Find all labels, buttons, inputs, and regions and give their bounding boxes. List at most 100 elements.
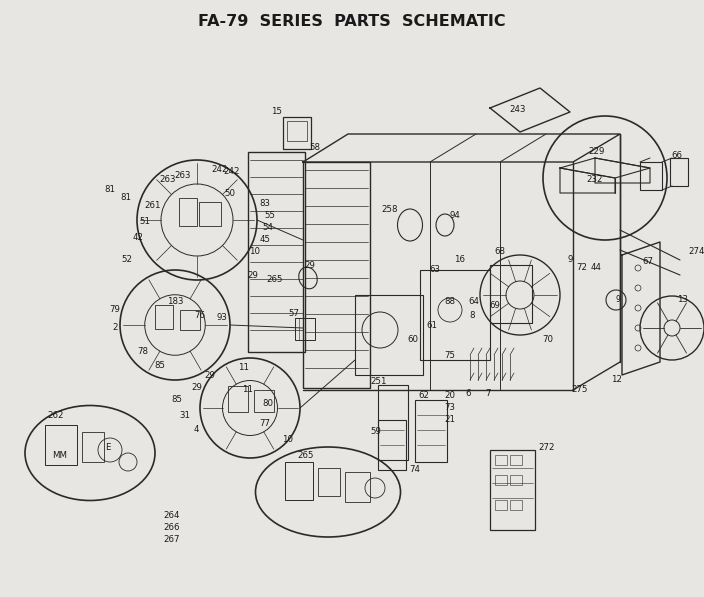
Text: 68: 68: [494, 248, 505, 257]
Text: 251: 251: [370, 377, 386, 386]
Text: 261: 261: [145, 201, 161, 210]
Text: 267: 267: [164, 536, 180, 544]
Text: 20: 20: [444, 390, 455, 399]
Text: 60: 60: [408, 336, 418, 344]
Text: 9: 9: [567, 256, 572, 264]
Bar: [670, 158, 688, 186]
Text: 263: 263: [160, 176, 176, 184]
Text: 73: 73: [444, 404, 455, 413]
Text: E: E: [106, 444, 111, 453]
Text: 79: 79: [110, 306, 120, 315]
Text: 77: 77: [260, 418, 270, 427]
Text: 75: 75: [444, 350, 455, 359]
Text: 74: 74: [410, 466, 420, 475]
Text: 66: 66: [672, 152, 682, 161]
Text: 31: 31: [180, 411, 191, 420]
Text: 29: 29: [305, 260, 315, 269]
Bar: [287, 121, 307, 141]
Text: 50: 50: [225, 189, 236, 198]
Text: 274: 274: [688, 248, 704, 257]
Text: 54: 54: [263, 223, 273, 232]
Text: 70: 70: [543, 336, 553, 344]
Text: 80: 80: [263, 399, 273, 408]
Text: 7: 7: [485, 389, 491, 398]
Text: MM: MM: [53, 451, 68, 460]
Text: 81: 81: [120, 193, 132, 202]
Text: 63: 63: [429, 266, 441, 275]
Text: 61: 61: [427, 321, 437, 330]
Bar: [45, 425, 77, 465]
Text: 21: 21: [444, 416, 455, 424]
Text: 4: 4: [194, 426, 199, 435]
Text: 44: 44: [591, 263, 601, 272]
Text: 85: 85: [172, 395, 182, 405]
Text: 10: 10: [282, 435, 294, 445]
Bar: [420, 270, 490, 360]
Text: 16: 16: [455, 256, 465, 264]
Bar: [378, 420, 406, 470]
Text: 51: 51: [139, 217, 151, 226]
Text: 78: 78: [137, 347, 149, 356]
Bar: [248, 152, 305, 352]
Text: 9: 9: [615, 296, 620, 304]
Text: 69: 69: [489, 300, 501, 309]
Text: 76: 76: [194, 310, 206, 319]
Text: 42: 42: [132, 232, 144, 242]
Bar: [495, 455, 507, 465]
Bar: [495, 475, 507, 485]
Text: 81: 81: [104, 186, 115, 195]
Text: 93: 93: [217, 313, 227, 322]
Text: 13: 13: [677, 296, 689, 304]
Bar: [254, 390, 274, 412]
Bar: [82, 432, 104, 462]
Bar: [285, 462, 313, 500]
Text: 272: 272: [538, 444, 555, 453]
Text: 8: 8: [470, 310, 474, 319]
Text: 85: 85: [154, 361, 165, 370]
Text: FA-79  SERIES  PARTS  SCHEMATIC: FA-79 SERIES PARTS SCHEMATIC: [199, 14, 505, 29]
Bar: [490, 450, 535, 530]
Text: 275: 275: [572, 386, 589, 395]
Text: 263: 263: [175, 171, 191, 180]
Text: 45: 45: [260, 235, 270, 245]
Bar: [283, 117, 311, 149]
Text: 243: 243: [510, 106, 527, 115]
Text: 55: 55: [265, 211, 275, 220]
Text: 67: 67: [643, 257, 653, 266]
Text: 72: 72: [577, 263, 588, 272]
Text: 229: 229: [589, 147, 605, 156]
Bar: [318, 468, 340, 496]
Text: 12: 12: [612, 376, 622, 384]
Text: 11: 11: [239, 364, 249, 373]
Text: 258: 258: [382, 205, 398, 214]
Text: 183: 183: [167, 297, 183, 306]
Text: 62: 62: [418, 390, 429, 399]
Bar: [228, 386, 248, 412]
Text: 64: 64: [468, 297, 479, 306]
Bar: [510, 475, 522, 485]
Bar: [295, 318, 315, 340]
Bar: [415, 400, 447, 462]
Bar: [490, 265, 532, 323]
Text: 232: 232: [586, 176, 603, 184]
Bar: [510, 500, 522, 510]
Text: 58: 58: [310, 143, 320, 152]
Text: 88: 88: [444, 297, 455, 306]
Text: 52: 52: [122, 256, 132, 264]
Text: 242: 242: [212, 165, 228, 174]
Text: 262: 262: [47, 411, 63, 420]
Bar: [345, 472, 370, 502]
Text: 6: 6: [465, 389, 471, 398]
Text: 266: 266: [164, 524, 180, 533]
Bar: [378, 385, 408, 460]
Text: 29: 29: [248, 270, 258, 279]
Text: 94: 94: [450, 211, 460, 220]
Bar: [155, 305, 173, 329]
Text: 57: 57: [288, 309, 299, 319]
Text: 29: 29: [205, 371, 215, 380]
Bar: [640, 162, 662, 190]
Bar: [180, 310, 200, 330]
Text: 59: 59: [370, 427, 381, 436]
Bar: [179, 198, 197, 226]
Bar: [303, 162, 370, 388]
